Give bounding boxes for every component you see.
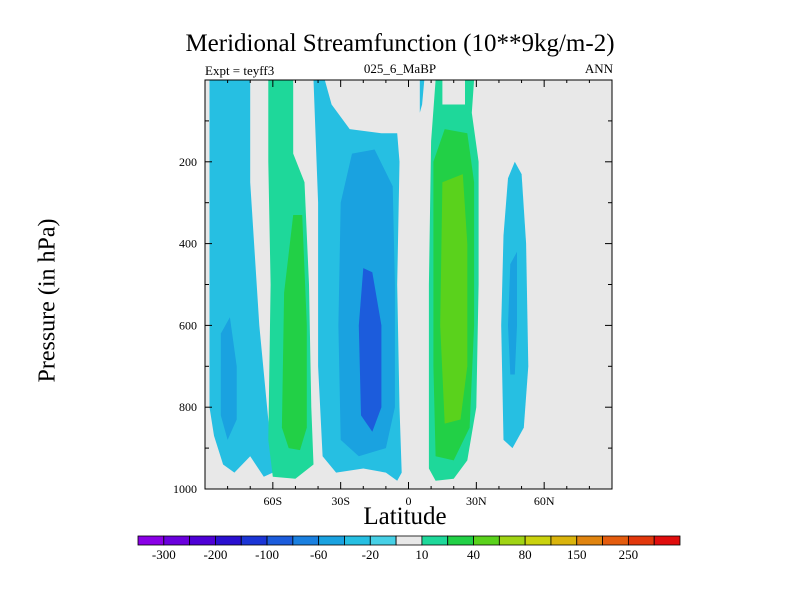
colorbar-label: -300 xyxy=(152,547,176,562)
colorbar-label: 250 xyxy=(619,547,639,562)
colorbar-swatch xyxy=(627,535,655,546)
x-axis: 60S 30S 0 30N 60N xyxy=(227,80,590,508)
colorbar-swatch xyxy=(498,535,526,546)
colorbar-label: -20 xyxy=(362,547,379,562)
contour-region-nh-ferrel-core xyxy=(508,251,517,375)
x-tick-label: 0 xyxy=(406,494,412,508)
colorbar-swatch xyxy=(215,535,242,546)
colorbar-label: -100 xyxy=(255,547,279,562)
y-tick-label: 800 xyxy=(179,400,197,414)
contour-region-sh-hadley-core xyxy=(358,268,382,432)
colorbar-swatch xyxy=(163,535,191,546)
plot-area xyxy=(204,79,613,490)
colorbar-swatch xyxy=(576,535,603,546)
contour-region-sh-polar-core xyxy=(220,317,237,440)
colorbar-swatch xyxy=(447,535,474,546)
colorbar-swatch xyxy=(395,535,423,546)
colorbar: -300 -200 -100 -60 -20 10 40 80 150 250 xyxy=(137,535,681,562)
case-label: 025_6_MaBP xyxy=(363,61,437,76)
experiment-label: Expt = teyff3 xyxy=(205,63,275,78)
colorbar-swatch xyxy=(318,535,345,546)
colorbar-label: 40 xyxy=(467,547,480,562)
contour-region-nh-hadley-core xyxy=(440,174,468,424)
colorbar-label: -60 xyxy=(310,547,327,562)
x-tick-label: 60S xyxy=(263,494,282,508)
colorbar-swatch xyxy=(240,535,268,546)
colorbar-swatch xyxy=(473,535,500,546)
colorbar-swatch xyxy=(189,535,216,546)
colorbar-swatch xyxy=(602,535,629,546)
y-tick-label: 400 xyxy=(179,237,197,251)
contour-region-sh-ferrel-core xyxy=(281,215,307,451)
colorbar-swatch xyxy=(344,535,371,546)
chart-title: Meridional Streamfunction (10**9kg/m-2) xyxy=(185,30,615,57)
colorbar-swatch xyxy=(266,535,294,546)
season-label: ANN xyxy=(584,61,613,76)
y-tick-label: 600 xyxy=(179,318,197,332)
colorbar-swatch xyxy=(292,535,320,546)
colorbar-label: 150 xyxy=(567,547,587,562)
y-tick-label: 200 xyxy=(179,155,197,169)
x-tick-label: 30N xyxy=(466,494,487,508)
colorbar-label: -200 xyxy=(204,547,228,562)
x-tick-label: 30S xyxy=(331,494,350,508)
colorbar-swatch xyxy=(421,535,449,546)
colorbar-label: 80 xyxy=(519,547,532,562)
colorbar-label: 10 xyxy=(415,547,428,562)
colorbar-swatch xyxy=(369,535,397,546)
colorbar-swatch xyxy=(137,535,165,546)
y-axis: 200 400 600 800 1000 xyxy=(173,120,612,496)
colorbar-swatch xyxy=(653,535,681,546)
x-axis-label: Latitude xyxy=(363,503,447,530)
colorbar-swatch xyxy=(524,535,552,546)
contour-region-equatorial-sliver xyxy=(419,80,425,113)
x-tick-label: 60N xyxy=(534,494,555,508)
y-tick-label: 1000 xyxy=(173,482,197,496)
colorbar-swatch xyxy=(550,535,578,546)
